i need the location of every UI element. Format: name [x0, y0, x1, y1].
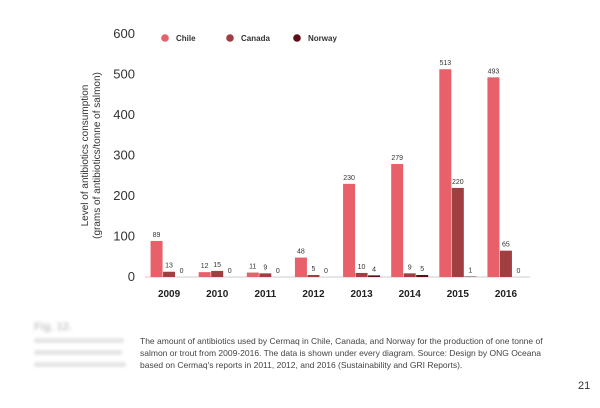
legend: Chile Canada Norway: [161, 34, 337, 43]
bar-canada-2010: [211, 270, 224, 277]
legend-label-canada: Canada: [241, 34, 270, 43]
data-label-chile-2014: 279: [391, 155, 403, 162]
bar-norway-2014: [416, 274, 429, 277]
data-label-norway-2009: 0: [180, 268, 184, 275]
data-label-norway-2016: 0: [516, 268, 520, 275]
x-tick-label: 2013: [350, 289, 373, 300]
data-label-canada-2012: 5: [311, 266, 315, 273]
y-tick-label: 300: [113, 148, 135, 163]
blurred-text-line: [34, 350, 122, 355]
data-label-chile-2016: 493: [488, 68, 500, 75]
data-label-canada-2015: 220: [452, 179, 464, 186]
data-label-canada-2014: 9: [408, 264, 412, 271]
data-label-norway-2013: 4: [372, 266, 376, 273]
bar-chile-2015: [439, 69, 452, 277]
y-axis-label-line: Level of antibiotics consumption: [80, 85, 91, 227]
bar-canada-2014: [403, 273, 416, 277]
bar-canada-2015: [451, 187, 464, 277]
data-label-norway-2012: 0: [324, 268, 328, 275]
x-tick-label: 2015: [447, 289, 470, 300]
bars: [150, 69, 512, 278]
x-axis-ticks: 2009 2010 2011 2012 2013 2014 2015 2016: [158, 289, 518, 300]
y-tick-label: 0: [128, 269, 135, 284]
legend-marker-norway: [293, 34, 301, 42]
data-label-canada-2011: 9: [263, 264, 267, 271]
y-tick-label: 200: [113, 188, 135, 203]
data-label-chile-2015: 513: [439, 60, 451, 67]
bar-chile-2009: [150, 240, 163, 277]
x-tick-label: 2014: [399, 289, 422, 300]
data-label-canada-2016: 65: [502, 242, 510, 249]
data-label-chile-2010: 12: [201, 263, 209, 270]
y-axis-label: Level of antibiotics consumption (grams o…: [80, 72, 103, 239]
bar-chile-2016: [487, 77, 500, 278]
blurred-text-line: [34, 362, 126, 367]
bar-canada-2009: [163, 271, 176, 277]
bar-norway-2013: [368, 275, 381, 277]
x-tick-label: 2010: [206, 289, 229, 300]
data-label-norway-2011: 0: [276, 268, 280, 275]
data-label-norway-2015: 1: [468, 268, 472, 275]
data-label-canada-2013: 10: [358, 264, 366, 271]
x-tick-label: 2011: [254, 289, 276, 300]
y-axis-label-line: (grams of antibiotics/tonne of salmon): [92, 72, 103, 239]
bar-chile-2010: [198, 272, 211, 277]
y-tick-label: 600: [113, 26, 135, 41]
legend-marker-chile: [161, 34, 169, 42]
y-tick-label: 400: [113, 107, 135, 122]
x-tick-label: 2016: [495, 289, 518, 300]
bar-canada-2012: [307, 274, 320, 277]
bar-canada-2013: [355, 272, 368, 277]
data-label-chile-2013: 230: [343, 175, 355, 182]
data-label-norway-2014: 5: [420, 266, 424, 273]
data-label-canada-2009: 13: [165, 263, 173, 270]
data-label-chile-2011: 11: [249, 264, 256, 271]
data-label-chile-2009: 89: [153, 232, 161, 239]
bar-chile-2013: [343, 183, 356, 277]
x-tick-label: 2012: [302, 289, 325, 300]
legend-label-norway: Norway: [308, 34, 337, 43]
x-tick-label: 2009: [158, 289, 181, 300]
data-label-canada-2010: 15: [213, 262, 221, 269]
bar-canada-2011: [259, 273, 272, 277]
figure-caption: The amount of antibiotics used by Cermaq…: [140, 336, 543, 370]
y-axis-ticks: 0 100 200 300 400 500 600: [113, 26, 135, 284]
bar-canada-2016: [499, 250, 512, 277]
bar-chile-2012: [294, 257, 307, 277]
bar-chile-2011: [246, 272, 259, 277]
legend-marker-canada: [226, 34, 234, 42]
blurred-text-line: [34, 338, 124, 343]
data-labels: 89 13 0 12 15 0 11 9 0 48 5 0 230 10 4 279 9 5 513 220 1 493 6…: [153, 60, 521, 275]
page-number: 21: [578, 380, 591, 392]
figure-heading: Fig. 12.: [34, 321, 72, 333]
y-tick-label: 100: [113, 229, 135, 244]
data-label-norway-2010: 0: [228, 268, 232, 275]
legend-label-chile: Chile: [176, 34, 196, 43]
bar-chile-2014: [391, 164, 404, 277]
y-tick-label: 500: [113, 67, 135, 82]
data-label-chile-2012: 48: [297, 249, 305, 256]
